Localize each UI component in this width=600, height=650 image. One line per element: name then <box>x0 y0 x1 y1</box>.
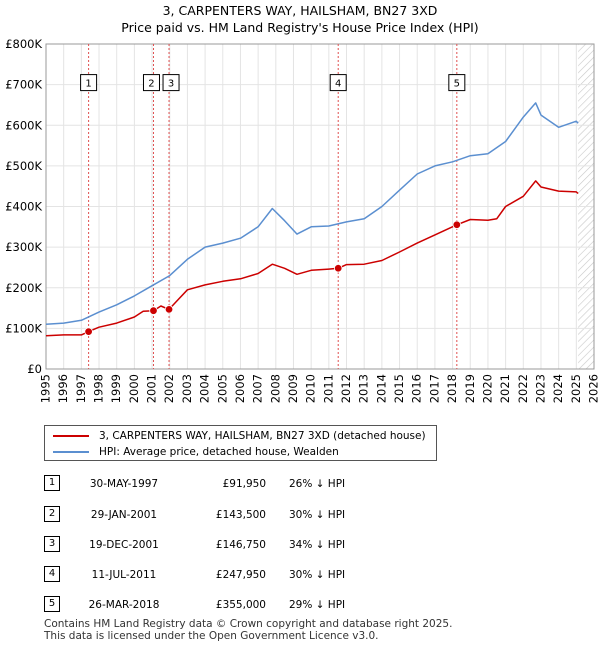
x-tick-label: 2012 <box>339 374 353 403</box>
x-tick-label: 2018 <box>445 374 459 403</box>
sale-price: £355,000 <box>215 599 266 611</box>
sale-hpi-diff: 30% ↓ HPI <box>289 569 346 581</box>
y-tick-label: £100K <box>5 321 42 335</box>
sale-date: 30-MAY-1997 <box>89 478 159 490</box>
y-tick-label: £400K <box>5 200 42 214</box>
y-tick-label: £300K <box>5 240 42 254</box>
property-price-line <box>45 180 579 337</box>
x-tick-label: 2016 <box>410 374 424 403</box>
sale-price: £146,750 <box>215 539 266 551</box>
legend-label-property: 3, CARPENTERS WAY, HAILSHAM, BN27 3XD (d… <box>99 430 426 442</box>
y-tick-label: £600K <box>5 118 42 132</box>
x-tick-label: 2001 <box>145 374 159 403</box>
x-tick-label: 2015 <box>392 374 406 403</box>
x-tick-label: 2020 <box>480 374 494 403</box>
sale-row: 4 11-JUL-2011 £247,950 30% ↓ HPI <box>44 566 544 584</box>
legend-item-hpi: HPI: Average price, detached house, Weal… <box>53 444 339 460</box>
footer-licence: This data is licensed under the Open Gov… <box>44 630 379 642</box>
x-tick-label: 2024 <box>551 374 565 403</box>
x-tick-label: 2008 <box>268 374 282 403</box>
plot-border <box>45 43 595 370</box>
sale-price: £143,500 <box>215 509 266 521</box>
chart-legend: 3, CARPENTERS WAY, HAILSHAM, BN27 3XD (d… <box>44 425 437 461</box>
sale-date: 19-DEC-2001 <box>89 539 159 551</box>
x-tick-label: 1995 <box>39 374 53 403</box>
legend-label-hpi: HPI: Average price, detached house, Weal… <box>99 446 339 458</box>
x-tick-label: 1999 <box>109 374 123 403</box>
sale-marker-label: 2 <box>148 79 154 90</box>
sale-number-badge: 4 <box>44 566 60 582</box>
sale-row: 3 19-DEC-2001 £146,750 34% ↓ HPI <box>44 536 544 554</box>
sale-hpi-diff: 26% ↓ HPI <box>289 478 346 490</box>
footer-copyright: Contains HM Land Registry data © Crown c… <box>44 618 453 630</box>
sale-number-badge: 3 <box>44 536 60 552</box>
sale-number-badge: 1 <box>44 475 60 491</box>
x-tick-label: 2002 <box>162 374 176 403</box>
x-tick-label: 2014 <box>374 374 388 403</box>
sale-point <box>334 264 343 273</box>
x-tick-label: 2003 <box>180 374 194 403</box>
x-tick-label: 1997 <box>74 374 88 403</box>
x-tick-label: 2019 <box>463 374 477 403</box>
y-tick-label: £500K <box>5 159 42 173</box>
sale-row: 1 30-MAY-1997 £91,950 26% ↓ HPI <box>44 475 544 493</box>
x-tick-label: 2004 <box>198 374 212 403</box>
x-tick-label: 2010 <box>304 374 318 403</box>
sale-number-badge: 2 <box>44 506 60 522</box>
sale-marker-box <box>80 74 98 92</box>
footer: Contains HM Land Registry data © Crown c… <box>44 618 452 642</box>
sale-marker-box <box>142 74 160 92</box>
y-tick-label: £0 <box>27 362 42 376</box>
sale-price: £91,950 <box>222 478 266 490</box>
x-tick-label: 2017 <box>427 374 441 403</box>
sale-marker-label: 3 <box>168 79 174 90</box>
sale-date: 11-JUL-2011 <box>91 569 157 581</box>
x-tick-label: 2023 <box>533 374 547 403</box>
x-tick-label: 1996 <box>56 374 70 403</box>
sale-point <box>164 305 174 314</box>
sale-point <box>452 220 462 229</box>
legend-item-property: 3, CARPENTERS WAY, HAILSHAM, BN27 3XD (d… <box>53 428 426 444</box>
legend-swatch-property <box>53 435 89 437</box>
x-tick-label: 2021 <box>498 374 512 403</box>
x-tick-label: 2000 <box>127 374 141 403</box>
sale-hpi-diff: 30% ↓ HPI <box>289 509 346 521</box>
legend-swatch-hpi <box>53 451 89 453</box>
sale-hpi-diff: 34% ↓ HPI <box>289 539 346 551</box>
sale-marker-box <box>162 74 180 92</box>
sale-hpi-diff: 29% ↓ HPI <box>289 599 346 611</box>
sale-marker-label: 5 <box>454 79 460 90</box>
sale-date: 29-JAN-2001 <box>90 509 158 521</box>
x-tick-label: 2009 <box>286 374 300 403</box>
y-tick-label: £800K <box>5 37 42 51</box>
x-tick-label: 2022 <box>516 374 530 403</box>
sale-marker-box <box>329 74 347 92</box>
chart-title: 3, CARPENTERS WAY, HAILSHAM, BN27 3XD Pr… <box>0 2 600 36</box>
x-tick-label: 2026 <box>587 374 600 403</box>
sale-row: 5 26-MAR-2018 £355,000 29% ↓ HPI <box>44 596 544 614</box>
y-tick-label: £200K <box>5 281 42 295</box>
sale-date: 26-MAR-2018 <box>88 599 160 611</box>
x-tick-label: 1998 <box>92 374 106 403</box>
x-tick-label: 2013 <box>357 374 371 403</box>
sale-point <box>84 327 93 336</box>
price-chart: £0 £100K £200K £300K £400K £500K £600K £700K £80… <box>5 37 600 403</box>
chart-title-line1: 3, CARPENTERS WAY, HAILSHAM, BN27 3XD <box>162 3 438 18</box>
x-tick-label: 2011 <box>321 374 335 403</box>
x-tick-label: 2005 <box>215 374 229 403</box>
sale-point <box>149 306 158 315</box>
hpi-line <box>45 102 579 326</box>
chart-title-line2: Price paid vs. HM Land Registry's House … <box>121 20 479 35</box>
sale-row: 2 29-JAN-2001 £143,500 30% ↓ HPI <box>44 506 544 524</box>
y-tick-label: £700K <box>5 78 42 92</box>
sale-marker-label: 1 <box>85 79 91 90</box>
sale-number-badge: 5 <box>44 596 60 612</box>
sale-marker-label: 4 <box>335 79 341 90</box>
x-tick-label: 2025 <box>569 374 583 403</box>
x-tick-label: 2006 <box>233 374 247 403</box>
sale-marker-box <box>448 74 466 92</box>
x-tick-label: 2007 <box>251 374 265 403</box>
sale-price: £247,950 <box>215 569 266 581</box>
